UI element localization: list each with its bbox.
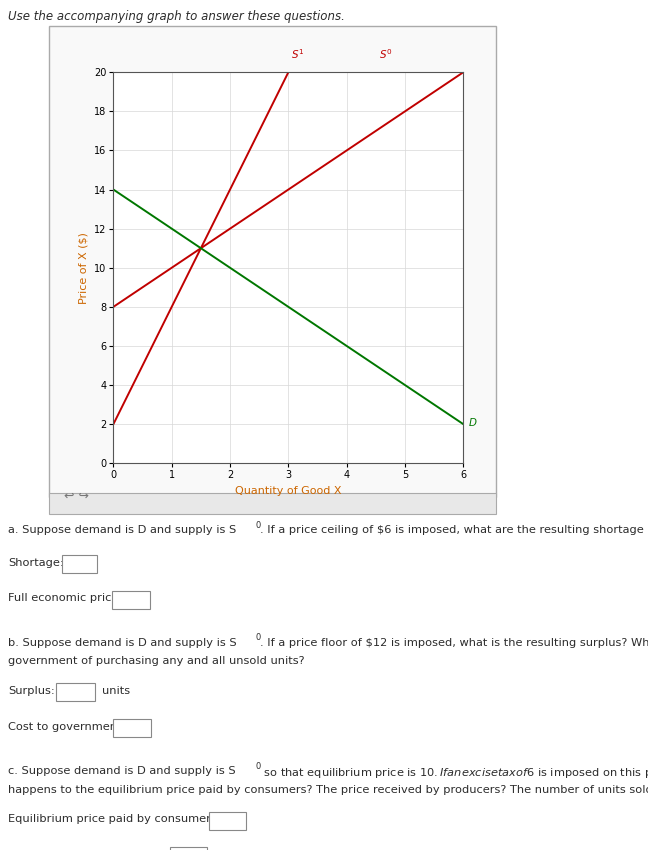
Text: a. Suppose demand is D and supply is S: a. Suppose demand is D and supply is S <box>8 525 236 536</box>
Text: ↩ ↪: ↩ ↪ <box>64 490 89 503</box>
Text: Shortage:: Shortage: <box>8 558 64 568</box>
Text: 0: 0 <box>255 521 260 530</box>
Text: so that equilibrium price is $10. If an excise tax of $6 is imposed on this prod: so that equilibrium price is $10. If an … <box>260 766 648 779</box>
Text: $\mathit{D}$: $\mathit{D}$ <box>468 416 478 428</box>
Text: government of purchasing any and all unsold units?: government of purchasing any and all uns… <box>8 656 305 666</box>
Text: Equilibrium price paid by consumers: $: Equilibrium price paid by consumers: $ <box>8 814 231 824</box>
Text: Surplus:: Surplus: <box>8 686 54 696</box>
Text: Cost to government: $: Cost to government: $ <box>8 722 136 732</box>
Text: $\mathit{S}^0$: $\mathit{S}^0$ <box>378 47 392 60</box>
Text: Full economic price: $: Full economic price: $ <box>8 593 133 604</box>
Text: b. Suppose demand is D and supply is S: b. Suppose demand is D and supply is S <box>8 638 237 648</box>
Text: c. Suppose demand is D and supply is S: c. Suppose demand is D and supply is S <box>8 766 235 776</box>
Text: $\mathit{S}^1$: $\mathit{S}^1$ <box>292 47 305 60</box>
Text: 0: 0 <box>255 633 260 643</box>
X-axis label: Quantity of Good X: Quantity of Good X <box>235 485 341 496</box>
Text: . If a price floor of $12 is imposed, what is the resulting surplus? What is the: . If a price floor of $12 is imposed, wh… <box>260 638 648 648</box>
Text: Use the accompanying graph to answer these questions.: Use the accompanying graph to answer the… <box>8 10 345 23</box>
Text: . If a price ceiling of $6 is imposed, what are the resulting shortage and full : . If a price ceiling of $6 is imposed, w… <box>260 525 648 536</box>
Text: happens to the equilibrium price paid by consumers? The price received by produc: happens to the equilibrium price paid by… <box>8 785 648 795</box>
Text: units: units <box>102 686 130 696</box>
Y-axis label: Price of X ($): Price of X ($) <box>78 232 89 303</box>
Text: 0: 0 <box>255 762 260 771</box>
